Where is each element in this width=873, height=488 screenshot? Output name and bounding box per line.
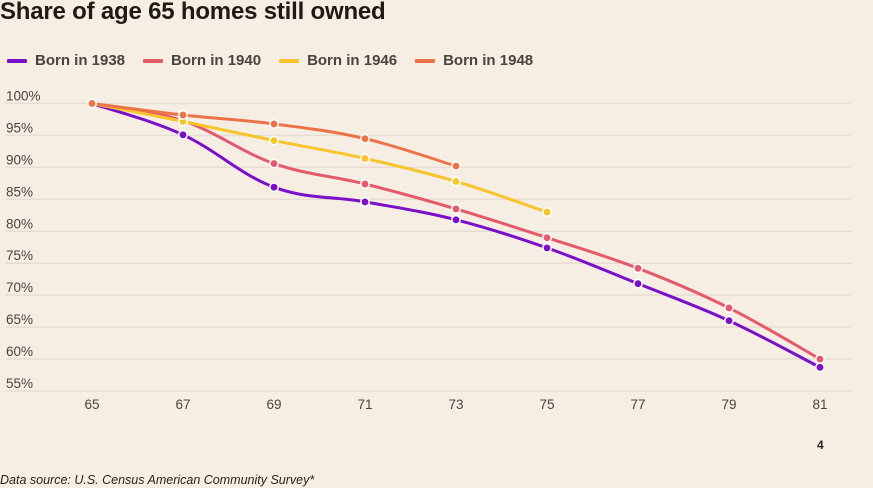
data-point-born-in-1938[interactable] — [542, 242, 552, 253]
data-point-born-in-1946[interactable] — [269, 135, 279, 146]
legend-swatch-1940 — [143, 58, 164, 63]
data-point-born-in-1938[interactable] — [633, 278, 643, 289]
gridlines — [6, 102, 851, 392]
y-tick-label: 80% — [6, 216, 33, 231]
y-tick-label: 90% — [6, 152, 33, 167]
data-point-born-in-1946[interactable] — [542, 207, 552, 218]
x-tick-label: 65 — [84, 397, 99, 412]
y-tick-label: 100% — [6, 89, 41, 104]
legend-label-1938: Born in 1938 — [35, 52, 126, 69]
y-tick-label: 55% — [6, 376, 33, 391]
y-tick-label: 95% — [6, 120, 33, 135]
x-tick-label: 81 — [812, 397, 827, 412]
legend: Born in 1938 Born in 1940 Born in 1946 B… — [7, 52, 551, 69]
data-point-born-in-1940[interactable] — [542, 232, 552, 243]
x-tick-label: 69 — [266, 397, 281, 412]
data-point-born-in-1940[interactable] — [360, 179, 370, 189]
x-tick-label: 77 — [630, 397, 645, 412]
data-point-born-in-1948[interactable] — [178, 110, 188, 120]
data-point-born-in-1948[interactable] — [87, 98, 97, 109]
legend-item-1946[interactable]: Born in 1946 — [279, 52, 397, 69]
data-point-born-in-1940[interactable] — [724, 302, 734, 313]
data-source: Data source: U.S. Census American Commun… — [0, 473, 315, 487]
data-point-born-in-1948[interactable] — [360, 133, 370, 144]
data-point-born-in-1948[interactable] — [269, 118, 279, 129]
data-point-born-in-1948[interactable] — [451, 161, 461, 172]
legend-label-1948: Born in 1948 — [443, 52, 534, 69]
legend-swatch-1948 — [415, 58, 436, 63]
legend-item-1948[interactable]: Born in 1948 — [415, 52, 533, 69]
data-point-born-in-1938[interactable] — [360, 196, 370, 207]
data-point-born-in-1946[interactable] — [360, 153, 370, 164]
x-tick-label: 71 — [357, 397, 372, 412]
x-tick-label: 73 — [448, 397, 463, 412]
chart-title: Share of age 65 homes still owned — [0, 0, 386, 25]
data-point-born-in-1940[interactable] — [633, 263, 643, 274]
data-point-born-in-1940[interactable] — [815, 354, 825, 365]
y-tick-label: 65% — [6, 312, 33, 327]
x-tick-label: 75 — [539, 397, 554, 412]
y-tick-label: 70% — [6, 280, 33, 295]
x-axis-ticks: 65 67 69 71 73 75 77 79 81 — [84, 397, 827, 412]
x-tick-label: 79 — [721, 397, 736, 412]
legend-swatch-1938 — [7, 58, 27, 63]
x-tick-label: 67 — [175, 397, 190, 412]
y-axis-ticks: 100% 95% 90% 85% 80% 75% 70% 65% 60% 55% — [6, 89, 41, 392]
data-point-born-in-1938[interactable] — [178, 129, 188, 140]
data-point-born-in-1938[interactable] — [724, 315, 734, 326]
y-tick-label: 75% — [6, 248, 33, 263]
legend-label-1940: Born in 1940 — [171, 52, 262, 69]
series-points — [87, 98, 825, 373]
legend-swatch-1946 — [279, 58, 300, 63]
data-point-born-in-1938[interactable] — [451, 214, 461, 225]
data-point-born-in-1946[interactable] — [451, 176, 461, 187]
data-point-born-in-1940[interactable] — [269, 158, 279, 169]
data-point-born-in-1938[interactable] — [815, 362, 825, 373]
legend-item-1940[interactable]: Born in 1940 — [143, 52, 261, 69]
y-tick-label: 85% — [6, 184, 33, 199]
y-tick-label: 60% — [6, 344, 33, 359]
series-line-born-in-1946 — [90, 102, 549, 214]
legend-item-1938[interactable]: Born in 1938 — [7, 52, 125, 69]
data-point-born-in-1938[interactable] — [269, 182, 279, 193]
legend-label-1946: Born in 1946 — [307, 52, 398, 69]
page-number: 4 — [817, 438, 824, 452]
data-point-born-in-1940[interactable] — [451, 203, 461, 214]
